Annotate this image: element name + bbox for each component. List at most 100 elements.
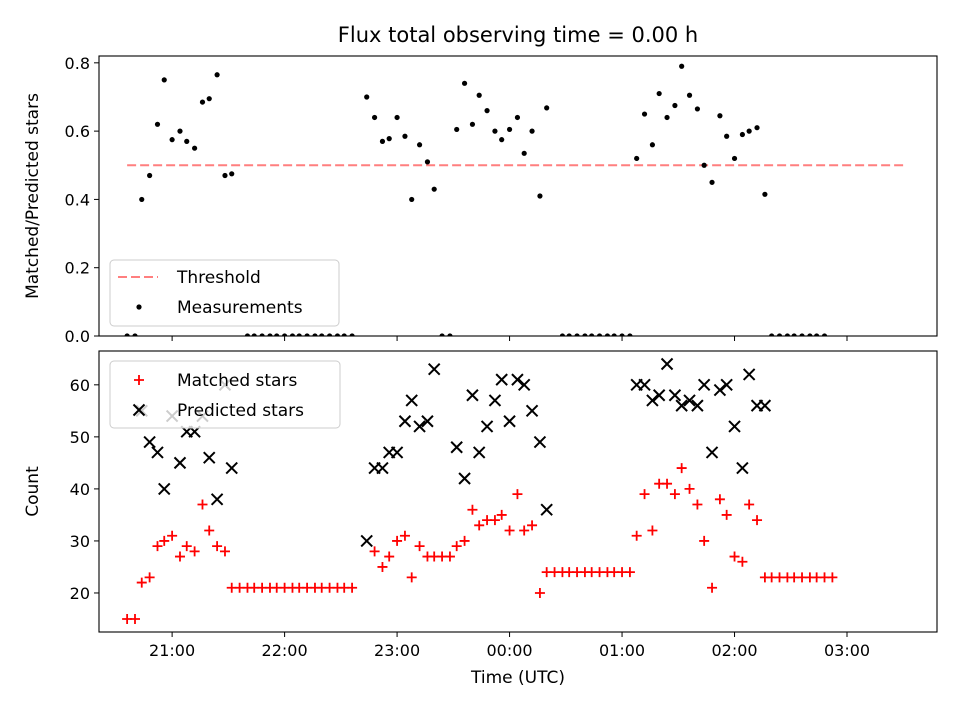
measurement-point	[664, 114, 670, 121]
predicted-stars-point	[720, 378, 733, 392]
x-tick-label: 00:00	[487, 641, 533, 660]
matched-stars-point	[729, 551, 740, 562]
predicted-stars-point	[360, 534, 373, 548]
measurement-point	[251, 333, 257, 336]
legend-predicted-swatch	[132, 403, 146, 417]
measurement-point	[192, 145, 198, 151]
measurement-point	[566, 333, 572, 336]
predicted-stars-point	[638, 378, 651, 392]
matched-stars-point	[647, 525, 658, 536]
measurement-point	[267, 333, 273, 336]
measurement-point	[559, 333, 566, 336]
predicted-stars-point	[713, 383, 727, 397]
measurement-point	[281, 333, 288, 336]
measurement-point	[769, 333, 775, 336]
measurement-point	[304, 333, 310, 336]
measurement-point	[619, 333, 625, 336]
measurement-point	[349, 333, 355, 336]
measurement-point	[589, 333, 595, 336]
predicted-stars-point	[503, 415, 516, 428]
matched-stars-point	[377, 561, 388, 572]
measurement-point	[799, 333, 805, 336]
measurement-point	[132, 333, 138, 336]
matched-stars-point	[827, 572, 838, 583]
matched-stars-point	[744, 499, 755, 510]
matched-stars-point	[152, 541, 163, 552]
matched-stars-point	[392, 535, 403, 546]
matched-stars-point	[504, 525, 515, 536]
measurement-point	[341, 333, 347, 336]
measurement-point	[506, 126, 513, 133]
predicted-stars-point	[398, 415, 412, 428]
measurement-point	[574, 333, 580, 336]
y-tick-label: 0.2	[65, 259, 90, 278]
measurement-point	[147, 172, 153, 179]
matched-stars-point	[752, 515, 763, 526]
predicted-stars-point	[525, 404, 539, 418]
matched-stars-point	[527, 520, 538, 531]
predicted-stars-point	[705, 446, 719, 459]
matched-stars-point	[204, 525, 215, 536]
measurement-point	[791, 333, 797, 336]
measurement-point	[746, 128, 752, 134]
measurement-point	[709, 179, 715, 185]
measurement-point	[627, 333, 633, 336]
matched-stars-point	[721, 509, 732, 520]
measurement-point	[611, 333, 617, 336]
measurement-point	[169, 137, 175, 143]
measurement-point	[739, 131, 746, 138]
y-tick-label: 0.4	[65, 190, 90, 209]
predicted-stars-point	[376, 461, 389, 475]
measurement-point	[544, 105, 550, 111]
measurement-point	[724, 133, 730, 139]
measurement-point	[731, 155, 738, 162]
measurement-point	[447, 333, 453, 336]
predicted-stars-point	[736, 461, 749, 475]
predicted-stars-point	[540, 503, 553, 516]
measurement-point	[206, 96, 212, 102]
predicted-stars-point	[511, 373, 524, 386]
measurement-point	[289, 333, 296, 336]
y-tick-label: 0.6	[65, 122, 90, 141]
predicted-stars-point	[405, 394, 418, 407]
matched-stars-point	[129, 613, 140, 624]
measurement-point	[701, 162, 707, 168]
matched-stars-point	[714, 494, 725, 505]
matched-stars-point	[212, 541, 223, 552]
measurement-point	[514, 114, 521, 121]
measurement-point	[184, 138, 190, 144]
measurement-point	[476, 92, 482, 98]
measurement-point	[604, 333, 611, 336]
matched-stars-point	[369, 546, 380, 557]
predicted-stars-point	[143, 435, 156, 449]
x-tick-label: 01:00	[599, 641, 645, 660]
matched-stars-point	[399, 530, 410, 541]
measurement-point	[694, 106, 701, 112]
matched-stars-point	[467, 504, 478, 515]
predicted-stars-point	[646, 394, 659, 407]
y-axis-label: Matched/Predicted stars	[23, 93, 43, 299]
matched-stars-point	[189, 546, 200, 557]
matched-stars-point	[414, 541, 425, 552]
matched-stars-point	[197, 499, 208, 510]
predicted-stars-point	[480, 420, 494, 433]
data-layer	[122, 357, 838, 624]
predicted-stars-point	[472, 446, 486, 459]
predicted-stars-point	[742, 368, 756, 381]
measurement-point	[469, 121, 476, 127]
legend-threshold-label: Threshold	[176, 268, 261, 288]
measurement-point	[334, 333, 341, 336]
matched-stars-point	[707, 582, 718, 593]
matched-stars-point	[181, 541, 192, 552]
y-axis-label: Count	[23, 466, 43, 517]
measurement-point	[244, 333, 251, 336]
measurement-point	[807, 333, 813, 336]
matched-stars-point	[167, 530, 178, 541]
measurement-point	[821, 333, 828, 336]
x-axis-label: Time (UTC)	[470, 668, 565, 688]
measurement-point	[379, 138, 386, 144]
y-tick-label: 60	[70, 376, 90, 395]
measurement-point	[326, 333, 333, 336]
legend-box	[109, 259, 340, 327]
